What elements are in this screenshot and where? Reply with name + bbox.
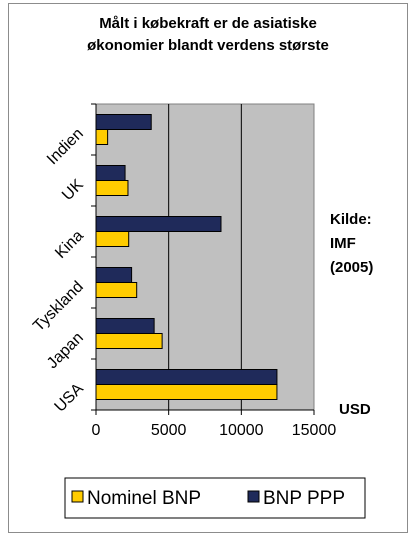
bar-bnp-ppp [95,114,152,130]
bar-nominel-bnp [95,384,278,400]
bars [95,114,278,400]
bar-bnp-ppp [95,369,278,385]
chart-title-line-1: Målt i købekraft er de asiatiske [99,15,317,32]
plot-area [95,103,315,411]
bar-bnp-ppp [95,318,155,334]
bar-nominel-bnp [95,231,130,247]
chart-frame: Målt i købekraft er de asiatiske økonomi… [8,3,408,533]
x-tick-label: 15000 [292,422,337,439]
source-label: Kilde: [330,211,372,228]
y-tick-label: Indien [44,125,87,168]
legend-swatch-nominel [71,490,84,503]
y-tick-label: Kina [52,227,87,262]
bar-nominel-bnp [95,129,109,145]
y-tick-label: UK [59,176,87,204]
y-tick-label: Tyskland [30,278,87,335]
bar-nominel-bnp [95,180,129,196]
unit-label: USD [339,401,371,418]
x-tick-label: 0 [92,422,101,439]
legend-swatch-ppp [247,490,260,503]
y-tick-label: USA [52,380,88,416]
bar-bnp-ppp [95,165,126,181]
legend: Nominel BNP BNP PPP [64,477,366,519]
x-tick-label: 5000 [151,422,187,439]
bar-bnp-ppp [95,267,133,283]
chart-svg: Målt i købekraft er de asiatiske økonomi… [30,15,373,519]
source-name: IMF [330,235,356,252]
x-tick-label: 10000 [219,422,264,439]
bar-nominel-bnp [95,282,138,298]
legend-label-nominel: Nominel BNP [87,488,201,509]
source-year: (2005) [330,259,373,276]
bar-nominel-bnp [95,333,163,349]
gridlines [168,104,242,410]
legend-box [64,477,366,519]
legend-label-ppp: BNP PPP [263,488,345,509]
y-tick-label: Japan [44,329,87,372]
bar-bnp-ppp [95,216,222,232]
chart-title-line-2: økonomier blandt verdens største [87,37,329,54]
